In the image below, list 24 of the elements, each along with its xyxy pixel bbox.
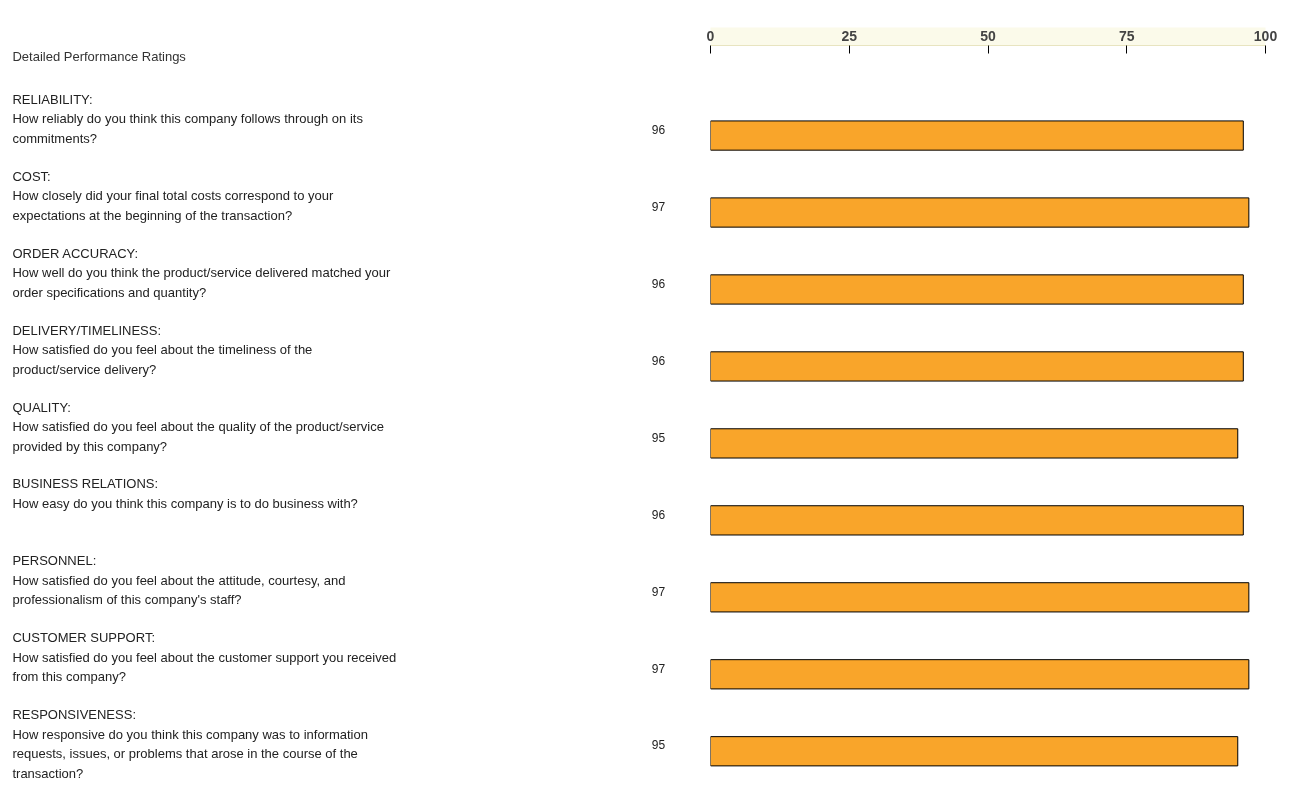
data-label: 97 [651, 199, 666, 214]
x2-tick-label: 50 [980, 27, 996, 44]
y-tick-label: RESPONSIVENESS: How responsive do you think this company was to information requests, issues, or problems that arose in the course of the transaction? [12, 707, 368, 781]
data-label: 96 [651, 353, 666, 368]
y-tick-label: QUALITY: How satisfied do you feel about the quality of the product/service provided by this company? [12, 399, 384, 454]
x2-tick-label: 0 [706, 27, 715, 44]
y-tick-label: COST: How closely did your final total costs correspond to your expectations at the beginning of the transaction? [12, 168, 334, 223]
x2-tick-label: 100 [1253, 27, 1278, 44]
y-tick-label: DELIVERY/TIMELINESS: How satisfied do you feel about the timeliness of the product/service delivery? [12, 322, 313, 377]
data-label: 95 [651, 430, 666, 445]
y-tick-label: RELIABILITY: How reliably do you think this company follows through on its commitments? [12, 91, 364, 146]
data-label: 96 [651, 276, 666, 291]
text: Detailed Performance Ratings [12, 49, 187, 65]
x2-tick-label: 75 [1118, 27, 1135, 44]
y-tick-label: PERSONNEL: How satisfied do you feel about the attitude, courtesy, and professionalism of this company's staff? [12, 553, 346, 608]
y-tick-label: CUSTOMER SUPPORT: How satisfied do you feel about the customer support you received from this company? [12, 630, 397, 685]
data-label: 96 [651, 507, 666, 522]
y-tick-label: BUSINESS RELATIONS: How easy do you think this company is to do business with? [12, 476, 358, 511]
data-label: 97 [651, 584, 666, 599]
data-label: 96 [651, 122, 666, 137]
data-label: 97 [651, 661, 666, 676]
data-label: 95 [651, 738, 666, 753]
x2-tick-label: 25 [841, 27, 858, 44]
y-tick-label: ORDER ACCURACY: How well do you think the product/service delivered matched your order specifications and quantity? [12, 245, 392, 300]
